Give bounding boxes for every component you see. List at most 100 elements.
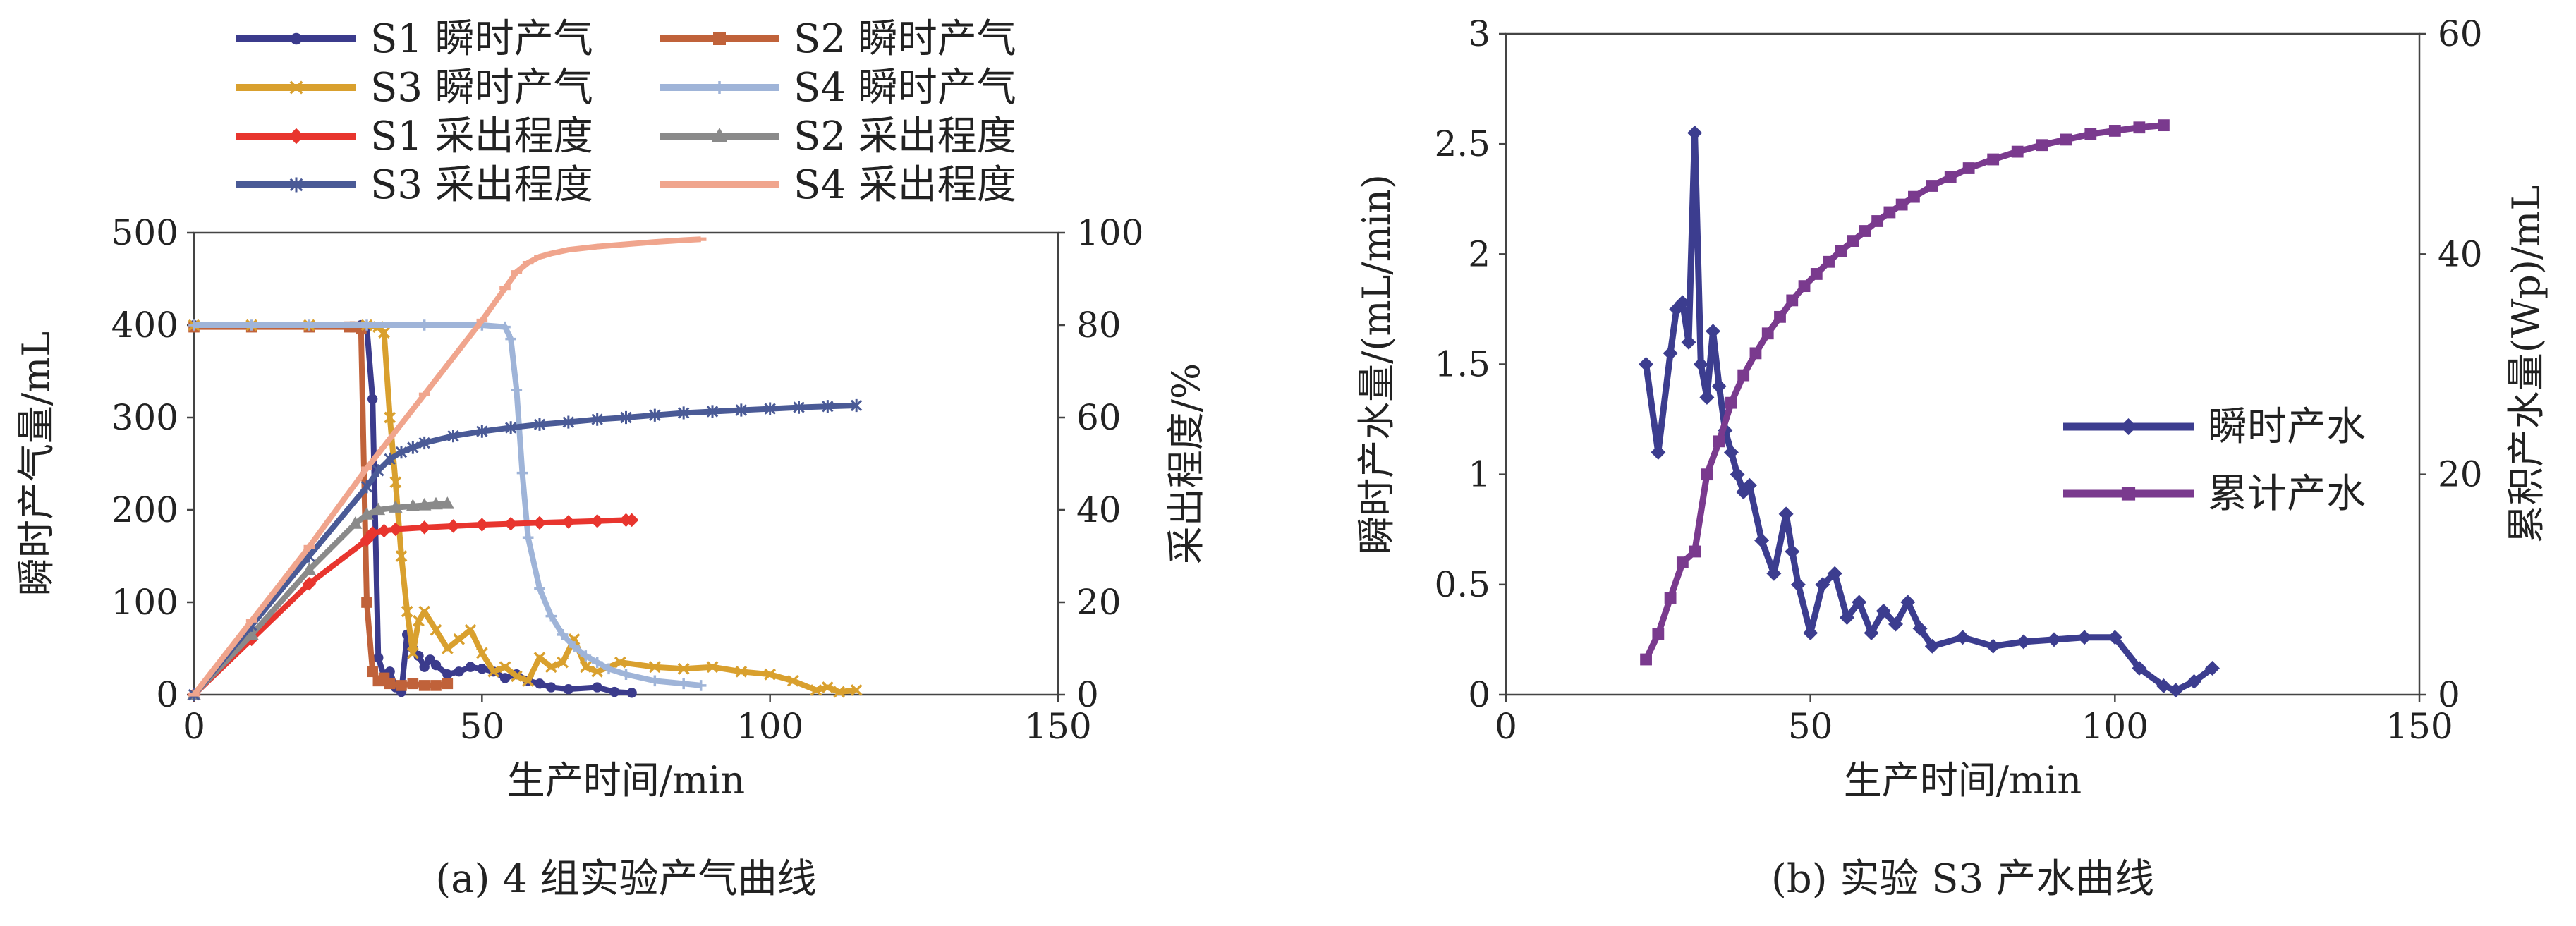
data-point <box>609 686 620 697</box>
data-point <box>477 664 487 674</box>
data-point <box>1664 592 1677 604</box>
data-point <box>188 319 200 331</box>
legend-swatch-marker <box>288 128 305 145</box>
data-point <box>1847 235 1859 247</box>
data-point <box>735 665 748 678</box>
data-point <box>1774 310 1786 323</box>
data-point <box>603 663 614 675</box>
data-point <box>677 662 690 675</box>
y-tick-label: 200 <box>111 489 178 530</box>
data-point <box>406 647 419 659</box>
data-point <box>545 661 557 674</box>
data-point <box>2168 683 2184 698</box>
series-line <box>194 322 702 688</box>
legend-swatch-marker <box>713 32 726 45</box>
data-point <box>591 665 604 678</box>
data-point <box>1871 215 1884 227</box>
data-point <box>2158 119 2170 132</box>
data-point <box>361 319 372 331</box>
data-point <box>1883 206 1896 219</box>
data-point <box>620 410 632 425</box>
data-point <box>302 562 317 575</box>
data-point <box>442 669 453 680</box>
data-point <box>348 516 363 529</box>
data-point <box>441 642 454 654</box>
data-point <box>504 421 517 434</box>
legend-entry: S1 采出程度 <box>236 114 593 159</box>
data-point <box>395 446 408 459</box>
legend-entry: S2 瞬时产气 <box>660 16 1016 62</box>
data-point <box>407 678 419 690</box>
data-point <box>360 480 373 494</box>
data-point <box>361 597 372 608</box>
data-point <box>417 520 432 535</box>
data-point <box>430 659 442 671</box>
y2-tick-label: 0 <box>2438 674 2460 715</box>
data-point <box>534 583 545 595</box>
legend-swatch-marker <box>2121 487 2136 501</box>
data-point <box>2156 678 2171 694</box>
data-point <box>367 394 378 404</box>
data-point <box>1810 268 1823 280</box>
data-point <box>1681 334 1696 350</box>
data-point <box>614 656 626 669</box>
data-point <box>677 406 690 420</box>
data-point <box>557 629 569 640</box>
data-point <box>1725 396 1737 409</box>
data-point <box>1987 153 2000 166</box>
chart-caption: (b) 实验 S3 产水曲线 <box>1771 856 2154 902</box>
data-point <box>418 392 430 396</box>
data-point <box>1676 556 1689 568</box>
data-point <box>365 526 379 540</box>
data-point <box>1652 628 1665 640</box>
data-point <box>1912 621 1928 636</box>
data-point <box>546 682 557 693</box>
x-tick-label: 0 <box>183 706 205 747</box>
series-line <box>191 403 857 697</box>
data-point <box>1924 638 1940 654</box>
data-point <box>418 319 430 331</box>
data-point <box>533 652 546 664</box>
data-point <box>407 441 419 454</box>
data-point <box>487 665 500 678</box>
legend-entry: S3 瞬时产气 <box>236 65 593 111</box>
chart-b: 0 50 100 15000.511.522.530204060生产时间/min瞬时产… <box>1354 13 2548 902</box>
data-point <box>2016 634 2031 650</box>
data-point <box>430 680 442 691</box>
y-tick-label: 2.5 <box>1434 123 1490 164</box>
data-point <box>850 684 863 696</box>
y-tick-label: 300 <box>111 397 178 438</box>
y2-tick-label: 40 <box>1076 489 1122 530</box>
data-point <box>396 680 407 691</box>
x-tick-label: 50 <box>460 706 505 747</box>
data-point <box>1761 327 1774 340</box>
y-tick-label: 1.5 <box>1434 344 1490 385</box>
data-point <box>833 686 846 698</box>
data-point <box>384 452 396 466</box>
data-point <box>563 683 573 695</box>
legend-swatch-marker <box>2120 418 2137 435</box>
legend-entry: S4 瞬时产气 <box>660 65 1016 111</box>
data-point <box>1785 544 1800 559</box>
data-point <box>678 238 689 243</box>
data-point <box>580 650 592 662</box>
data-point <box>389 476 402 489</box>
data-point <box>245 319 257 331</box>
data-point <box>591 657 603 668</box>
data-point <box>624 513 639 528</box>
data-point <box>499 286 511 291</box>
data-point <box>563 248 574 252</box>
data-point <box>429 496 443 510</box>
data-point <box>1711 379 1727 394</box>
data-point <box>706 661 719 674</box>
data-point <box>377 523 391 538</box>
data-point <box>1786 294 1799 307</box>
data-point <box>1778 506 1794 522</box>
data-point <box>810 684 822 696</box>
data-point <box>1823 255 1835 268</box>
data-point <box>499 673 511 683</box>
y-tick-label: 1 <box>1468 454 1490 495</box>
data-point <box>2060 133 2072 146</box>
data-point <box>417 498 432 511</box>
